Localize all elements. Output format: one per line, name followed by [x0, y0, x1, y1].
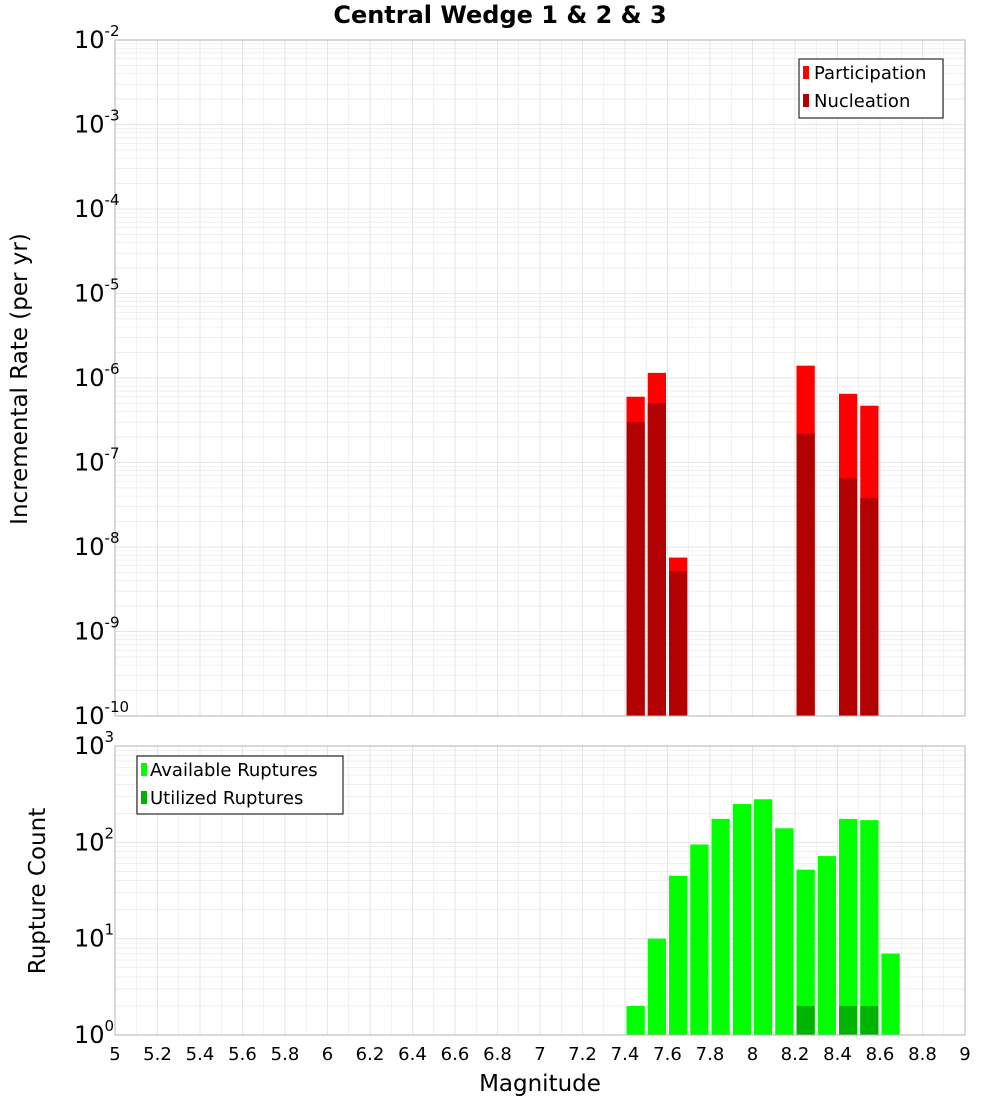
rate-panel-bars	[626, 365, 879, 716]
count-bar-available-ruptures	[626, 1006, 645, 1035]
rate-panel-frame	[114, 39, 966, 717]
count-bar-available-ruptures	[690, 844, 709, 1035]
legend-swatch-participation	[803, 66, 809, 79]
rate-bar-nucleation	[839, 478, 858, 716]
count-y-tick-label: 101	[74, 921, 114, 953]
count-bar-available-ruptures	[775, 828, 794, 1035]
x-tick-label: 8.6	[866, 1044, 895, 1065]
count-panel-frame	[114, 745, 966, 1036]
rate-y-tick-label: 10-2	[74, 22, 120, 54]
x-axis-label: Magnitude	[479, 1071, 601, 1097]
x-tick-label: 7.2	[568, 1044, 597, 1065]
count-y-tick-label: 102	[74, 824, 114, 856]
x-tick-label: 5.6	[228, 1044, 257, 1065]
rate-y-tick-label: 10-5	[74, 276, 120, 308]
x-tick-label: 5.8	[271, 1044, 300, 1065]
x-tick-label: 6.4	[398, 1044, 427, 1065]
x-tick-label: 7	[534, 1044, 545, 1065]
count-bar-available-ruptures	[817, 856, 836, 1035]
x-tick-label: 6.6	[441, 1044, 470, 1065]
rate-y-tick-label: 10-3	[74, 107, 120, 139]
x-tick-label: 6.8	[483, 1044, 512, 1065]
count-legend-box	[136, 755, 344, 815]
rate-legend-box	[798, 58, 944, 119]
chart-title: Central Wedge 1 & 2 & 3	[333, 1, 666, 29]
count-bar-available-ruptures	[754, 799, 773, 1035]
legend-swatch-utilized-ruptures	[141, 791, 147, 804]
count-y-tick-label: 100	[74, 1017, 114, 1049]
x-tick-label: 8	[747, 1044, 758, 1065]
x-tick-label: 6	[322, 1044, 333, 1065]
count-bar-available-ruptures	[839, 818, 858, 1035]
rate-bar-nucleation	[860, 498, 879, 716]
count-panel-bars	[626, 799, 900, 1035]
count-bar-available-ruptures	[732, 803, 751, 1035]
x-tick-label: 8.4	[823, 1044, 852, 1065]
rate-y-tick-label: 10-10	[74, 698, 129, 730]
x-axis-ticks: 5 5.2 5.4 5.6 5.8 6 6.2 6.4 6.6 6.8 7 7.2 7.4 7.6 7.8 8…	[109, 1044, 970, 1065]
count-bar-available-ruptures	[669, 875, 688, 1035]
count-y-tick-label: 103	[74, 728, 114, 760]
count-panel-y-ticks: 100 101 102 103	[74, 728, 114, 1049]
x-tick-label: 8.8	[908, 1044, 937, 1065]
rate-panel-ylabel: Incremental Rate (per yr)	[7, 233, 33, 525]
legend-label-utilized-ruptures: Utilized Ruptures	[150, 788, 303, 809]
count-bar-available-ruptures	[711, 818, 730, 1035]
x-tick-label: 6.2	[356, 1044, 385, 1065]
rate-bar-nucleation	[647, 403, 666, 716]
legend-label-available-ruptures: Available Ruptures	[150, 760, 318, 781]
rate-y-tick-label: 10-9	[74, 614, 120, 646]
count-bar-utilized-ruptures	[796, 1006, 815, 1035]
count-bar-available-ruptures	[796, 869, 815, 1035]
x-tick-label: 5	[109, 1044, 120, 1065]
x-tick-label: 5.4	[186, 1044, 215, 1065]
rate-y-tick-label: 10-6	[74, 360, 120, 392]
x-tick-label: 7.6	[653, 1044, 682, 1065]
rate-y-tick-label: 10-8	[74, 529, 120, 561]
rate-bar-nucleation	[669, 570, 688, 716]
legend-label-participation: Participation	[814, 63, 926, 84]
rate-panel-legend: Participation Nucleation	[798, 58, 944, 119]
x-tick-label: 7.4	[611, 1044, 640, 1065]
rate-bar-nucleation	[626, 422, 645, 716]
rate-panel-grid	[114, 40, 966, 717]
x-tick-label: 5.2	[143, 1044, 172, 1065]
count-bar-available-ruptures	[881, 953, 900, 1035]
count-bar-available-ruptures	[647, 938, 666, 1035]
rate-bar-nucleation	[796, 433, 815, 716]
count-panel-grid	[114, 746, 966, 1036]
legend-swatch-available-ruptures	[141, 763, 147, 776]
x-tick-label: 7.8	[696, 1044, 725, 1065]
rate-y-tick-label: 10-4	[74, 191, 120, 223]
x-tick-label: 8.2	[781, 1044, 810, 1065]
rate-panel-y-ticks: 10-10 10-9 10-8 10-7 10-6 10-5 10-4 10-3 10-2	[74, 22, 129, 730]
count-bar-utilized-ruptures	[839, 1006, 858, 1035]
rate-y-tick-label: 10-7	[74, 445, 120, 477]
count-bar-utilized-ruptures	[860, 1006, 879, 1035]
x-tick-label: 9	[959, 1044, 970, 1065]
legend-label-nucleation: Nucleation	[814, 91, 910, 112]
count-panel-legend: Available Ruptures Utilized Ruptures	[136, 755, 344, 815]
legend-swatch-nucleation	[803, 94, 809, 107]
count-bar-available-ruptures	[860, 820, 879, 1035]
count-panel-ylabel: Rupture Count	[25, 808, 51, 974]
